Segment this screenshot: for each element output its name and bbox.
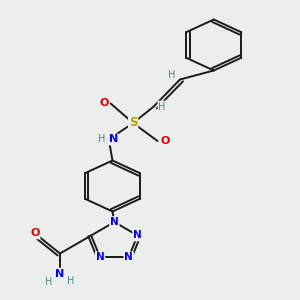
Text: O: O — [160, 136, 170, 146]
Text: O: O — [99, 98, 109, 109]
Text: N: N — [133, 230, 142, 241]
Text: H: H — [45, 277, 52, 287]
Text: H: H — [98, 134, 105, 145]
Text: H: H — [158, 101, 166, 112]
Text: N: N — [56, 268, 64, 279]
Text: S: S — [129, 116, 137, 130]
Text: N: N — [124, 252, 133, 262]
Text: O: O — [30, 228, 40, 239]
Text: N: N — [96, 252, 104, 262]
Text: N: N — [110, 217, 119, 227]
Text: N: N — [109, 134, 118, 145]
Text: H: H — [67, 275, 74, 286]
Text: H: H — [168, 70, 176, 80]
